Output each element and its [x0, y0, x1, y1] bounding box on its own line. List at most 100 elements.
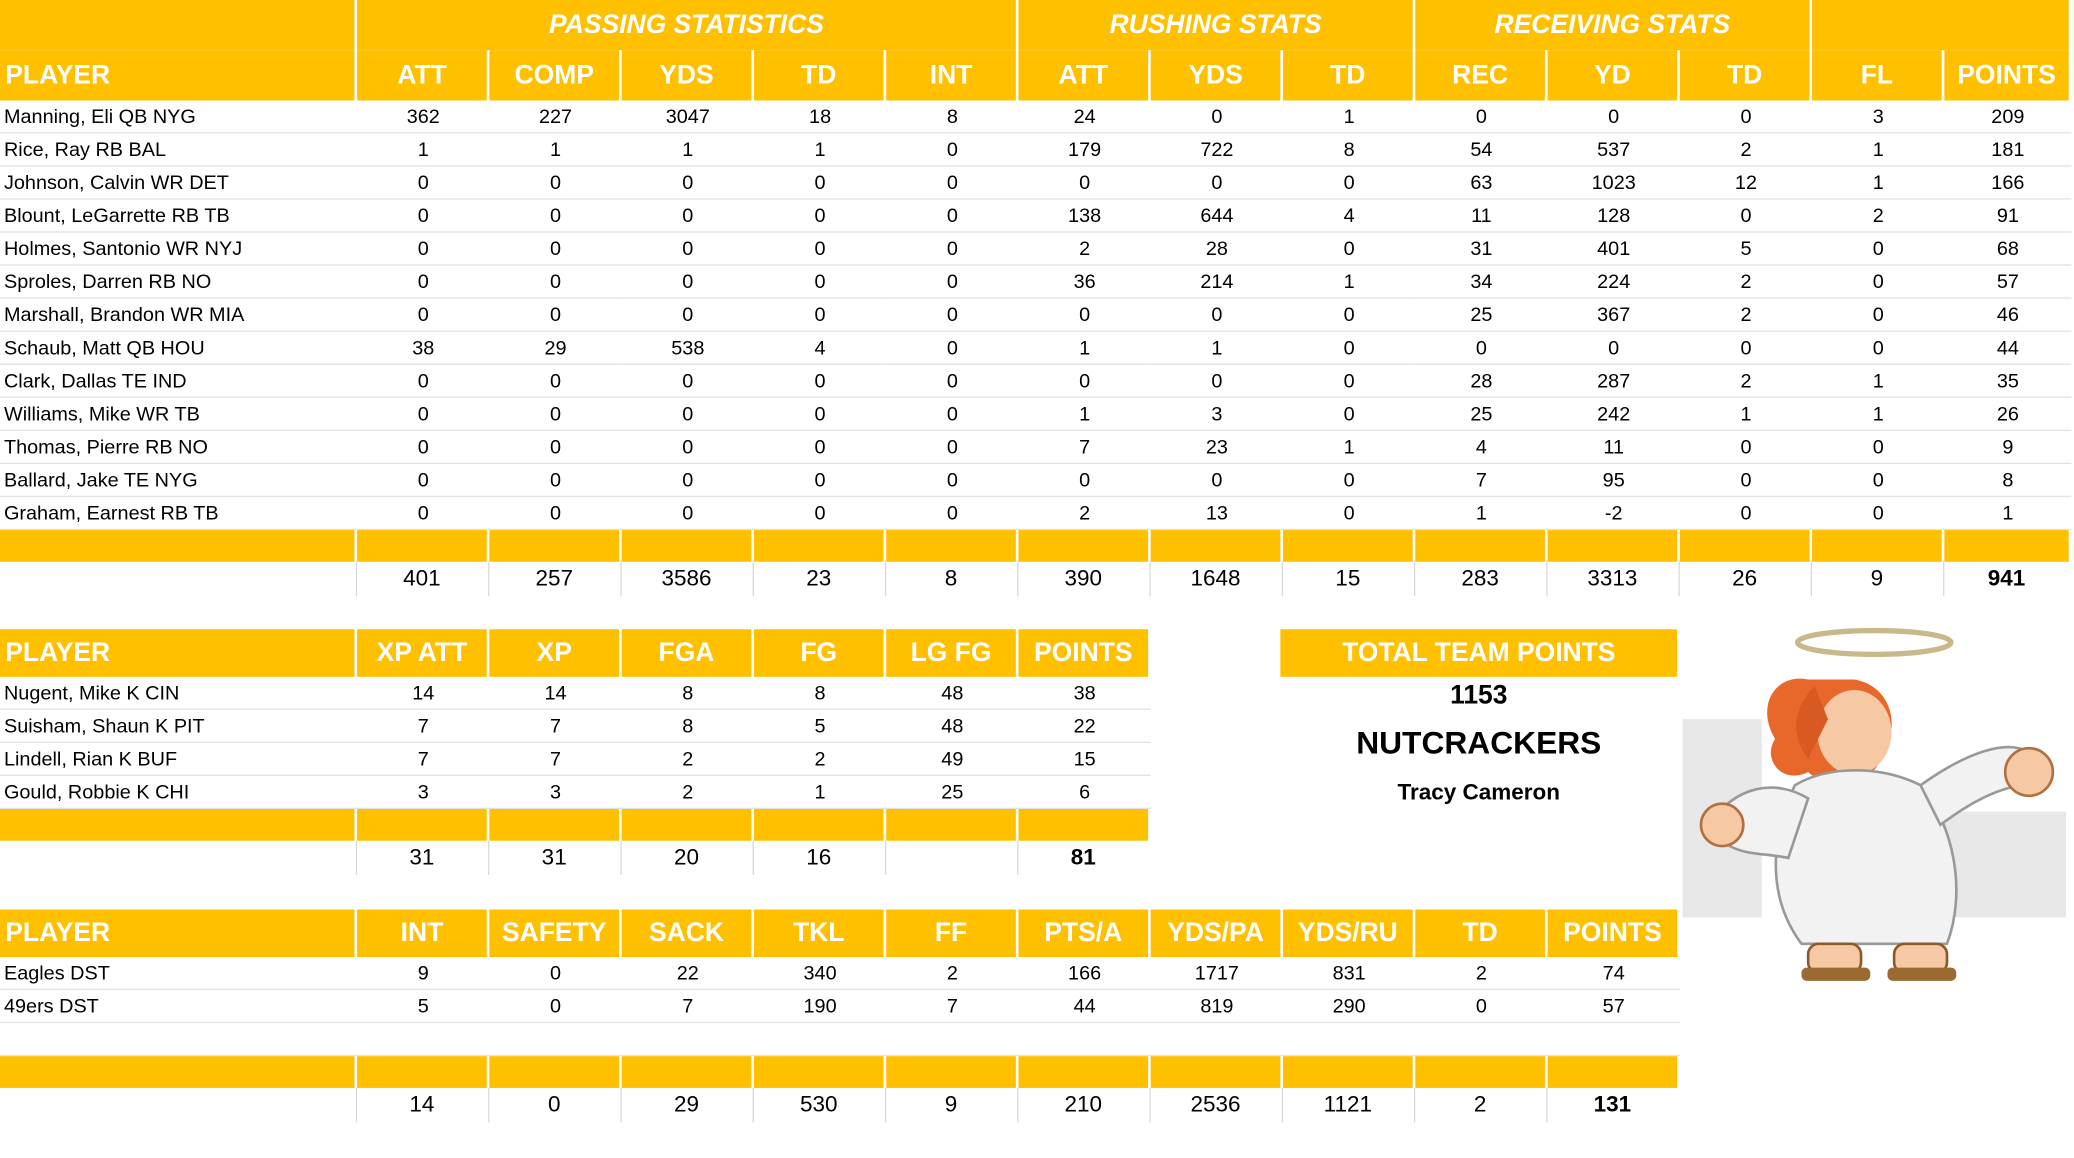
- stat-cell: 0: [886, 167, 1019, 200]
- stat-cell: 57: [1547, 990, 1680, 1024]
- stat-cell: 644: [1150, 200, 1284, 233]
- total-cell: 390: [1064, 565, 1103, 591]
- stat-cell: 1: [1018, 332, 1151, 365]
- stat-cell: 3: [1150, 398, 1284, 431]
- total-cell: [0, 841, 354, 875]
- stat-cell: 166: [1944, 167, 2072, 200]
- spacer-band: [1283, 1056, 1413, 1088]
- stat-cell: 74: [1547, 957, 1680, 991]
- total-cell: 14: [409, 1091, 435, 1118]
- stat-cell: 7: [621, 990, 754, 1024]
- stat-cell: 0: [1283, 497, 1416, 531]
- stat-cell: 2: [1679, 365, 1813, 398]
- stat-cell: 0: [621, 299, 754, 332]
- stat-cell: 0: [357, 299, 490, 332]
- empty-cell: [1547, 1023, 1680, 1057]
- stat-cell: 18: [753, 100, 887, 134]
- stat-cell: 0: [1150, 299, 1284, 332]
- stat-cell: 0: [1018, 464, 1151, 498]
- stat-cell: 1: [1812, 167, 1945, 200]
- stat-cell: 3: [357, 776, 490, 810]
- column-divider: [620, 840, 622, 876]
- total-cell: 401: [403, 565, 441, 591]
- stat-cell: 0: [886, 497, 1019, 531]
- stat-cell: 0: [357, 200, 490, 233]
- column-divider: [1413, 561, 1416, 597]
- column-divider: [1281, 1087, 1284, 1123]
- player-name-cell: Eagles DST: [0, 957, 358, 991]
- stat-cell: 2: [1018, 497, 1151, 531]
- stat-cell: 1717: [1150, 957, 1284, 991]
- total-cell: 8: [944, 565, 958, 591]
- total-cell: [0, 1088, 354, 1122]
- spacer-band: [1018, 1056, 1149, 1088]
- stat-cell: 0: [1812, 431, 1945, 464]
- stat-cell: 23: [1150, 431, 1284, 464]
- column-header-4: TD: [753, 50, 884, 101]
- spacer-band: [0, 530, 355, 562]
- column-header-7: YDS: [1150, 50, 1281, 101]
- column-header-0: PLAYER: [0, 50, 355, 101]
- stat-cell: 11: [1547, 431, 1680, 464]
- player-name-cell: Rice, Ray RB BAL: [0, 134, 358, 167]
- player-name-cell: Thomas, Pierre RB NO: [0, 431, 358, 464]
- stat-cell: 340: [753, 957, 887, 991]
- empty-cell: [0, 1023, 358, 1057]
- stat-cell: 0: [886, 134, 1019, 167]
- player-name-cell: Lindell, Rian K BUF: [0, 743, 358, 776]
- spacer-band: [489, 1056, 620, 1088]
- spacer-band: [489, 809, 620, 841]
- column-header-13: POINTS: [1944, 50, 2069, 101]
- stat-cell: 367: [1547, 299, 1680, 332]
- stat-cell: 0: [1679, 332, 1813, 365]
- column-divider: [488, 840, 490, 876]
- stat-cell: 0: [489, 200, 622, 233]
- column-divider: [1149, 561, 1151, 597]
- spacer-band: [489, 530, 620, 562]
- stat-cell: 0: [1679, 464, 1813, 498]
- stat-cell: 290: [1283, 990, 1416, 1024]
- player-name-cell: Gould, Robbie K CHI: [0, 776, 358, 810]
- stat-cell: 13: [1150, 497, 1284, 531]
- stat-cell: 0: [357, 167, 490, 200]
- stat-cell: 0: [621, 266, 754, 299]
- spacer-band: [1150, 1056, 1281, 1088]
- stat-cell: 0: [1150, 365, 1284, 398]
- team-owner: Tracy Cameron: [1397, 779, 1561, 806]
- column-divider: [752, 561, 754, 597]
- stat-cell: 287: [1547, 365, 1680, 398]
- player-name-cell: Graham, Earnest RB TB: [0, 497, 358, 531]
- stat-cell: 25: [886, 776, 1019, 810]
- stat-cell: 0: [753, 464, 887, 498]
- spacer-band: [753, 530, 884, 562]
- stat-cell: 0: [621, 431, 754, 464]
- stat-cell: 4: [753, 332, 887, 365]
- stat-cell: 0: [1547, 100, 1680, 134]
- stat-cell: 0: [1812, 332, 1945, 365]
- stat-cell: 0: [1283, 167, 1416, 200]
- spacer-band: [753, 1056, 884, 1088]
- stat-cell: 2: [1812, 200, 1945, 233]
- stat-cell: 25: [1415, 398, 1548, 431]
- stat-cell: 2: [886, 957, 1019, 991]
- spacer-band: [621, 809, 752, 841]
- stat-cell: 38: [1018, 677, 1151, 710]
- stat-cell: 0: [357, 398, 490, 431]
- stat-cell: 34: [1415, 266, 1548, 299]
- column-divider: [1149, 1087, 1151, 1123]
- stat-cell: 35: [1944, 365, 2072, 398]
- stat-cell: 7: [1415, 464, 1548, 498]
- stat-cell: 1: [753, 134, 887, 167]
- player-name-cell: Nugent, Mike K CIN: [0, 677, 358, 710]
- stat-cell: 242: [1547, 398, 1680, 431]
- column-header-12: FL: [1812, 50, 1942, 101]
- group-header-2: RECEIVING STATS: [1415, 0, 1810, 51]
- total-cell: 31: [409, 844, 435, 870]
- stat-cell: 0: [1679, 497, 1813, 531]
- column-header-6: ATT: [1018, 50, 1149, 101]
- spacer-band: [1018, 530, 1149, 562]
- player-name-cell: Schaub, Matt QB HOU: [0, 332, 358, 365]
- stat-cell: 0: [753, 167, 887, 200]
- column-divider: [620, 1087, 622, 1123]
